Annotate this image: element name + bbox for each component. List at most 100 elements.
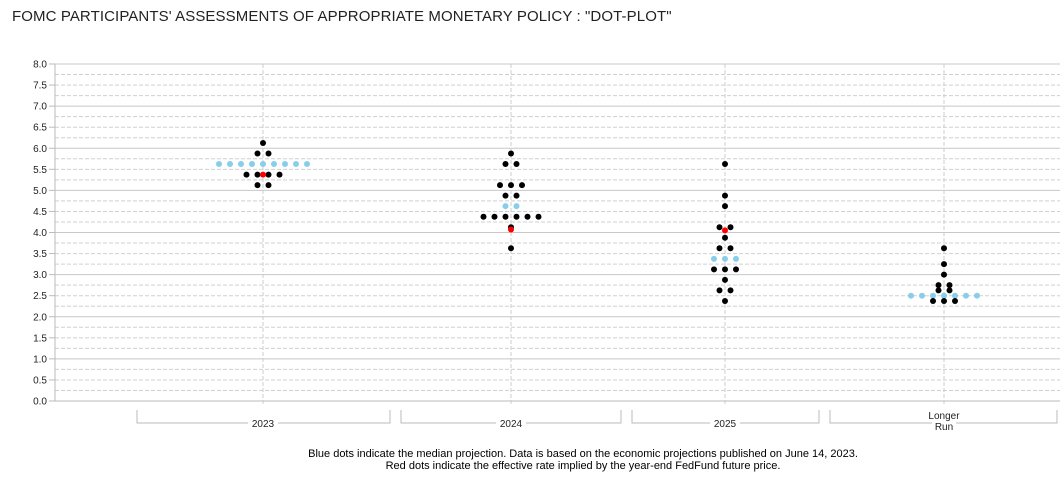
- participant-dot: [508, 182, 514, 189]
- participant-dot: [535, 213, 542, 220]
- y-tick-label: 4.5: [33, 207, 47, 218]
- median-dot: [293, 161, 299, 168]
- y-tick-label: 8.0: [33, 60, 47, 71]
- participant-dot: [733, 266, 739, 273]
- participant-dot: [716, 287, 723, 294]
- median-dot: [513, 203, 520, 210]
- note-median: Blue dots indicate the median projection…: [308, 448, 858, 460]
- median-dot: [974, 292, 980, 299]
- participant-dot: [513, 213, 520, 220]
- median-dot: [502, 203, 509, 210]
- median-dot: [930, 292, 936, 299]
- note-futures: Red dots indicate the effective rate imp…: [385, 460, 781, 472]
- futures-dot: [260, 171, 266, 178]
- y-tick-label: 3.5: [33, 249, 47, 260]
- participant-dot: [524, 213, 531, 220]
- x-tick-label: 2024: [500, 419, 523, 430]
- median-dot: [722, 255, 728, 262]
- median-dot: [227, 161, 233, 168]
- median-dot: [282, 161, 288, 168]
- participant-dot: [941, 245, 947, 252]
- y-tick-label: 7.5: [33, 81, 47, 92]
- participant-dot: [243, 171, 250, 178]
- participant-dot: [946, 282, 953, 289]
- median-dot: [711, 255, 717, 262]
- category-label-bg: [923, 410, 965, 421]
- participant-dot: [519, 182, 525, 189]
- median-dot: [908, 292, 914, 299]
- participant-dot: [946, 287, 953, 294]
- x-tick-label: 2025: [714, 419, 737, 430]
- y-tick-label: 5.0: [33, 186, 47, 197]
- x-tick-label: 2023: [252, 419, 275, 430]
- category-label-bg: [932, 421, 956, 432]
- participant-dot: [722, 266, 728, 273]
- participant-dot: [727, 224, 734, 231]
- y-tick-label: 5.5: [33, 165, 47, 176]
- participant-dot: [491, 213, 498, 220]
- y-tick-label: 2.0: [33, 312, 47, 323]
- median-dot: [260, 161, 266, 168]
- participant-dot: [941, 261, 947, 268]
- median-dot: [963, 292, 969, 299]
- category-label-bg: [248, 418, 278, 429]
- participant-dot: [716, 245, 723, 252]
- participant-dot: [941, 297, 947, 304]
- participant-dot: [502, 213, 509, 220]
- participant-dot: [930, 297, 936, 304]
- x-tick-label: Run: [935, 422, 953, 433]
- y-tick-label: 7.0: [33, 102, 47, 113]
- participant-dot: [265, 182, 272, 189]
- participant-dot: [716, 224, 723, 231]
- participant-dot: [952, 297, 958, 304]
- participant-dot: [722, 297, 728, 304]
- median-dot: [249, 161, 255, 168]
- participant-dot: [480, 213, 487, 220]
- participant-dot: [254, 182, 261, 189]
- median-dot: [733, 255, 739, 262]
- median-dot: [952, 292, 958, 299]
- y-tick-label: 4.0: [33, 228, 47, 239]
- participant-dot: [508, 150, 514, 157]
- futures-dot: [722, 227, 728, 234]
- median-dot: [304, 161, 310, 168]
- dot-plot-chart: 0.0 0.5 1.0 1.5 2.0 2.5 3.0 3.5 4.0 4.5 5.0 5.5 6.0 6…: [33, 60, 1060, 433]
- futures-dot: [508, 226, 514, 233]
- participant-dot: [722, 161, 728, 168]
- participant-dot: [935, 287, 942, 294]
- participant-dot: [727, 245, 734, 252]
- participant-dot: [508, 245, 514, 252]
- participant-dot: [722, 276, 728, 283]
- y-tick-label: 6.0: [33, 144, 47, 155]
- median-dot: [271, 161, 277, 168]
- participant-dot: [265, 171, 272, 178]
- participant-dot: [722, 192, 728, 199]
- participant-dot: [497, 182, 503, 189]
- median-dot: [216, 161, 222, 168]
- participant-dot: [265, 150, 272, 157]
- participant-dot: [711, 266, 717, 273]
- participant-dot: [260, 139, 266, 146]
- x-tick-label: Longer: [928, 411, 960, 422]
- y-tick-label: 3.0: [33, 270, 47, 281]
- y-tick-label: 1.5: [33, 333, 47, 344]
- median-dot: [919, 292, 925, 299]
- y-tick-label: 6.5: [33, 123, 47, 134]
- participant-dot: [941, 271, 947, 278]
- y-tick-label: 2.5: [33, 291, 47, 302]
- participant-dot: [502, 161, 509, 168]
- chart-title: FOMC PARTICIPANTS' ASSESSMENTS OF APPROP…: [12, 8, 672, 25]
- participant-dot: [254, 150, 261, 157]
- median-dot: [238, 161, 244, 168]
- participant-dot: [727, 287, 734, 294]
- median-dot: [941, 292, 947, 299]
- participant-dot: [254, 171, 261, 178]
- category-label-bg: [496, 418, 526, 429]
- participant-dot: [722, 203, 728, 210]
- participant-dot: [935, 282, 942, 289]
- participant-dot: [513, 161, 520, 168]
- participant-dot: [502, 192, 509, 199]
- y-tick-label: 0.5: [33, 375, 47, 386]
- participant-dot: [276, 171, 283, 178]
- participant-dot: [513, 192, 520, 199]
